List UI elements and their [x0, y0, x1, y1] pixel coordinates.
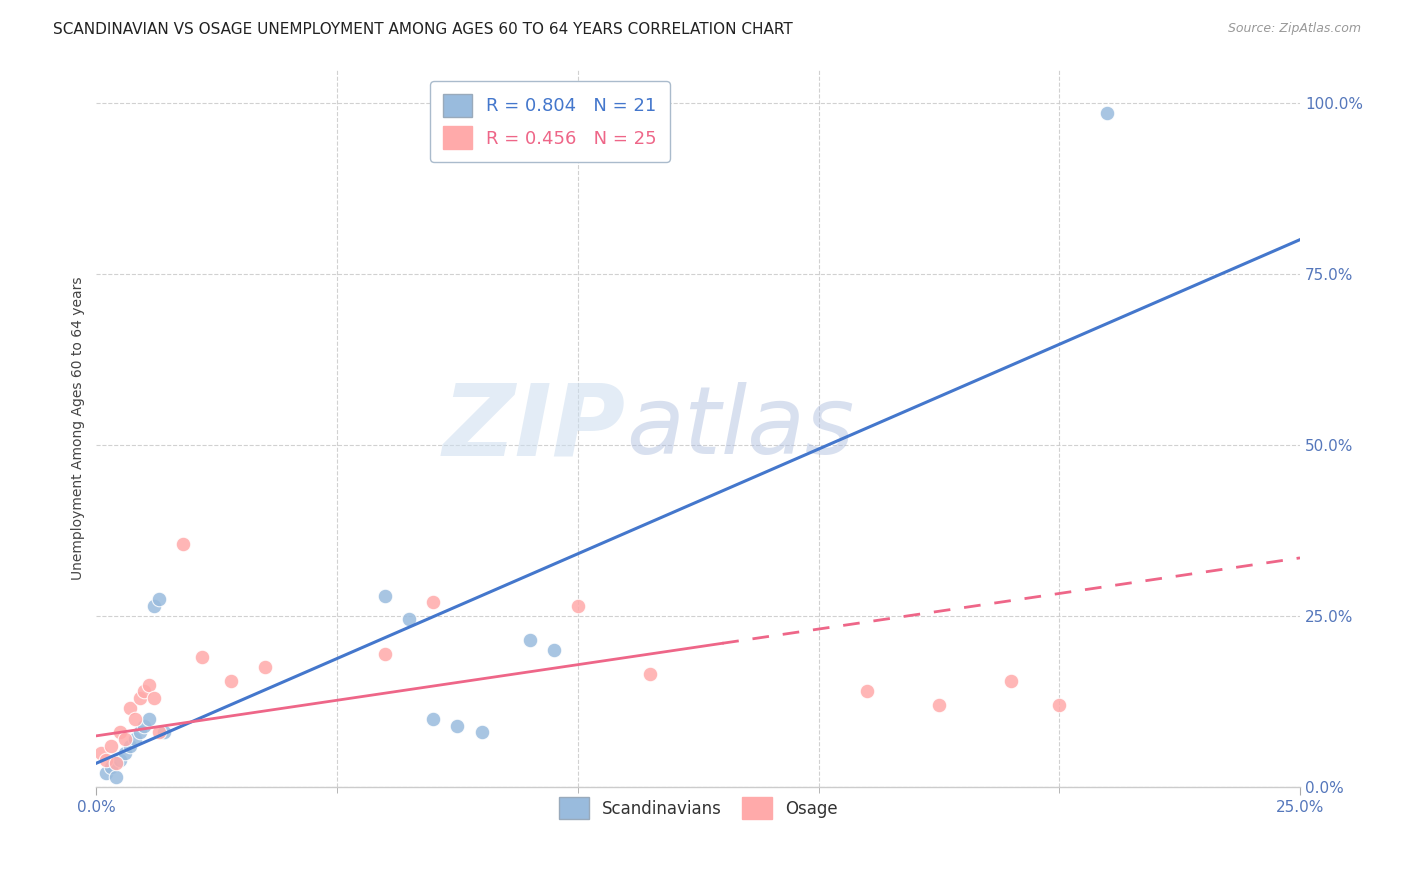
Text: ZIP: ZIP [443, 379, 626, 476]
Point [446, 718, 468, 732]
Point [928, 698, 950, 712]
Point [398, 612, 420, 626]
Point [94, 766, 117, 780]
Point [191, 650, 214, 665]
Point [100, 739, 122, 753]
Legend: Scandinavians, Osage: Scandinavians, Osage [553, 791, 845, 826]
Point [152, 725, 174, 739]
Point [1047, 698, 1070, 712]
Point [143, 691, 166, 706]
Point [110, 725, 132, 739]
Text: SCANDINAVIAN VS OSAGE UNEMPLOYMENT AMONG AGES 60 TO 64 YEARS CORRELATION CHART: SCANDINAVIAN VS OSAGE UNEMPLOYMENT AMONG… [53, 22, 793, 37]
Point [118, 701, 141, 715]
Point [219, 674, 242, 689]
Point [104, 756, 127, 771]
Point [90, 746, 112, 760]
Point [124, 712, 146, 726]
Point [422, 595, 444, 609]
Point [519, 633, 541, 648]
Point [374, 647, 396, 661]
Point [138, 677, 160, 691]
Point [855, 684, 877, 698]
Point [124, 732, 146, 747]
Point [1000, 674, 1022, 689]
Point [114, 746, 136, 760]
Point [143, 599, 166, 613]
Y-axis label: Unemployment Among Ages 60 to 64 years: Unemployment Among Ages 60 to 64 years [72, 277, 86, 580]
Point [1097, 106, 1119, 120]
Point [114, 732, 136, 747]
Point [567, 599, 589, 613]
Point [128, 725, 150, 739]
Point [374, 589, 396, 603]
Point [94, 753, 117, 767]
Point [543, 643, 565, 657]
Point [128, 691, 150, 706]
Point [148, 591, 170, 606]
Point [148, 725, 170, 739]
Point [172, 537, 194, 551]
Point [110, 753, 132, 767]
Point [134, 684, 156, 698]
Point [253, 660, 276, 674]
Text: atlas: atlas [626, 383, 855, 474]
Point [118, 739, 141, 753]
Point [138, 712, 160, 726]
Point [470, 725, 492, 739]
Point [100, 759, 122, 773]
Point [104, 770, 127, 784]
Point [134, 718, 156, 732]
Point [422, 712, 444, 726]
Text: Source: ZipAtlas.com: Source: ZipAtlas.com [1227, 22, 1361, 36]
Point [638, 667, 661, 681]
